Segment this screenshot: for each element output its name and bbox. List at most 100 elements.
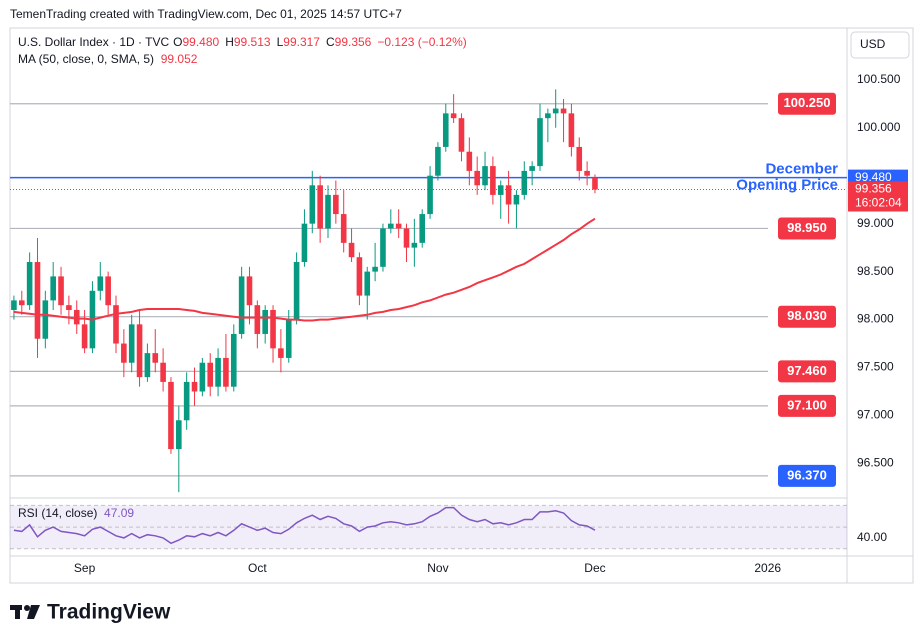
candle-body	[58, 276, 64, 306]
candle-body	[435, 146, 441, 176]
candle-body	[183, 381, 190, 421]
rsi-legend: RSI (14, close) 47.09	[18, 506, 134, 520]
candle-body	[121, 343, 127, 363]
currency[interactable]: USD	[860, 37, 886, 51]
candle-body	[403, 228, 410, 248]
frame	[9, 27, 914, 584]
y-tick-label: 96.500	[857, 456, 894, 470]
level-label: 98.950	[787, 220, 827, 235]
countdown: 16:02:04	[855, 196, 902, 210]
level-label: 96.370	[787, 467, 827, 482]
last-price: 99.356	[855, 182, 892, 196]
candle-body	[73, 309, 80, 325]
candle-body	[223, 357, 229, 387]
level-label: 97.460	[787, 363, 827, 378]
ohlc-key: L	[276, 35, 284, 49]
candle-body	[42, 300, 49, 339]
candle-body	[560, 108, 567, 114]
ma-value: 99.052	[160, 52, 198, 66]
candle-body	[513, 194, 520, 205]
candle-body	[584, 170, 590, 176]
x-tick-label: 2026	[754, 561, 781, 575]
candle-body	[176, 420, 182, 450]
candle-body	[113, 305, 119, 344]
currency-button[interactable]	[850, 31, 910, 59]
rsi-band-fill	[10, 505, 847, 549]
candle-body	[529, 166, 535, 171]
candle-body	[576, 146, 583, 171]
candle-body	[450, 113, 457, 119]
candle-body	[262, 309, 268, 334]
level-label-box	[778, 92, 836, 115]
last-price-box	[848, 181, 908, 212]
level-label-box	[778, 360, 836, 383]
candle-body	[81, 324, 88, 349]
y-tick-label: 100.500	[857, 72, 901, 86]
candle-body	[482, 166, 488, 186]
ohlc-key: O	[173, 35, 183, 49]
candle-body	[309, 185, 316, 224]
x-tick-label: Dec	[584, 561, 605, 575]
candle-body	[207, 362, 214, 387]
candle-body	[285, 319, 292, 358]
candle-body	[356, 257, 363, 296]
december-annotation: Opening Price	[736, 177, 838, 194]
ma-legend: MA (50, close, 0, SMA, 5) 99.052	[18, 52, 197, 66]
candle-body	[505, 185, 512, 205]
ohlc-value: 99.513	[233, 35, 271, 49]
december-price: 99.480	[855, 170, 892, 184]
x-tick-label: Oct	[248, 561, 267, 575]
change: −0.123 (−0.12%)	[377, 35, 467, 49]
candle-body	[168, 381, 174, 450]
candle-body	[50, 276, 56, 301]
logo-mark	[10, 605, 40, 619]
level-label: 98.030	[787, 308, 827, 323]
candle-body	[238, 276, 245, 334]
candle-body	[254, 305, 261, 334]
candle-body	[246, 276, 253, 306]
level-label-box	[778, 217, 836, 240]
rsi-tick-label: 40.00	[857, 530, 887, 544]
candle-body	[497, 185, 504, 195]
level-label-box	[778, 464, 836, 487]
candle-body	[34, 262, 41, 339]
candle-body	[364, 271, 371, 296]
candle-body	[427, 175, 433, 215]
ohlc-key: C	[325, 35, 335, 49]
candle-body	[419, 214, 426, 243]
candle-body	[128, 324, 135, 363]
candle-body	[136, 324, 143, 378]
candle-body	[521, 170, 528, 195]
y-tick-label: 100.000	[857, 120, 901, 134]
y-tick-label: 97.000	[857, 408, 894, 422]
y-tick-label: 98.500	[857, 264, 894, 278]
candle-body	[325, 194, 331, 229]
y-tick-label: 97.500	[857, 360, 894, 374]
candle-body	[293, 262, 300, 320]
candle-body	[105, 276, 111, 306]
y-tick-label: 98.000	[857, 312, 894, 326]
candle-body	[340, 214, 347, 243]
ohlc-key: H	[225, 35, 234, 49]
candle-body	[144, 353, 151, 378]
candle-body	[230, 333, 237, 387]
candle-body	[490, 166, 496, 195]
candle-body	[160, 362, 166, 382]
candle-body	[11, 300, 17, 310]
rsi-line	[13, 506, 596, 545]
candle-body	[442, 113, 449, 147]
symbol: U.S. Dollar Index · 1D · TVC	[18, 35, 170, 49]
candle-body	[191, 381, 198, 392]
credit: TemenTrading created with TradingView.co…	[10, 7, 402, 21]
candle-body	[474, 170, 480, 186]
candle-body	[97, 276, 104, 291]
level-label: 100.250	[784, 95, 831, 110]
candle-body	[372, 266, 378, 272]
candle-body	[66, 305, 72, 310]
candle-body	[388, 223, 394, 229]
x-tick-label: Sep	[74, 561, 96, 575]
candle-body	[301, 223, 308, 263]
level-label-box	[778, 305, 836, 328]
candle-body	[18, 300, 25, 306]
